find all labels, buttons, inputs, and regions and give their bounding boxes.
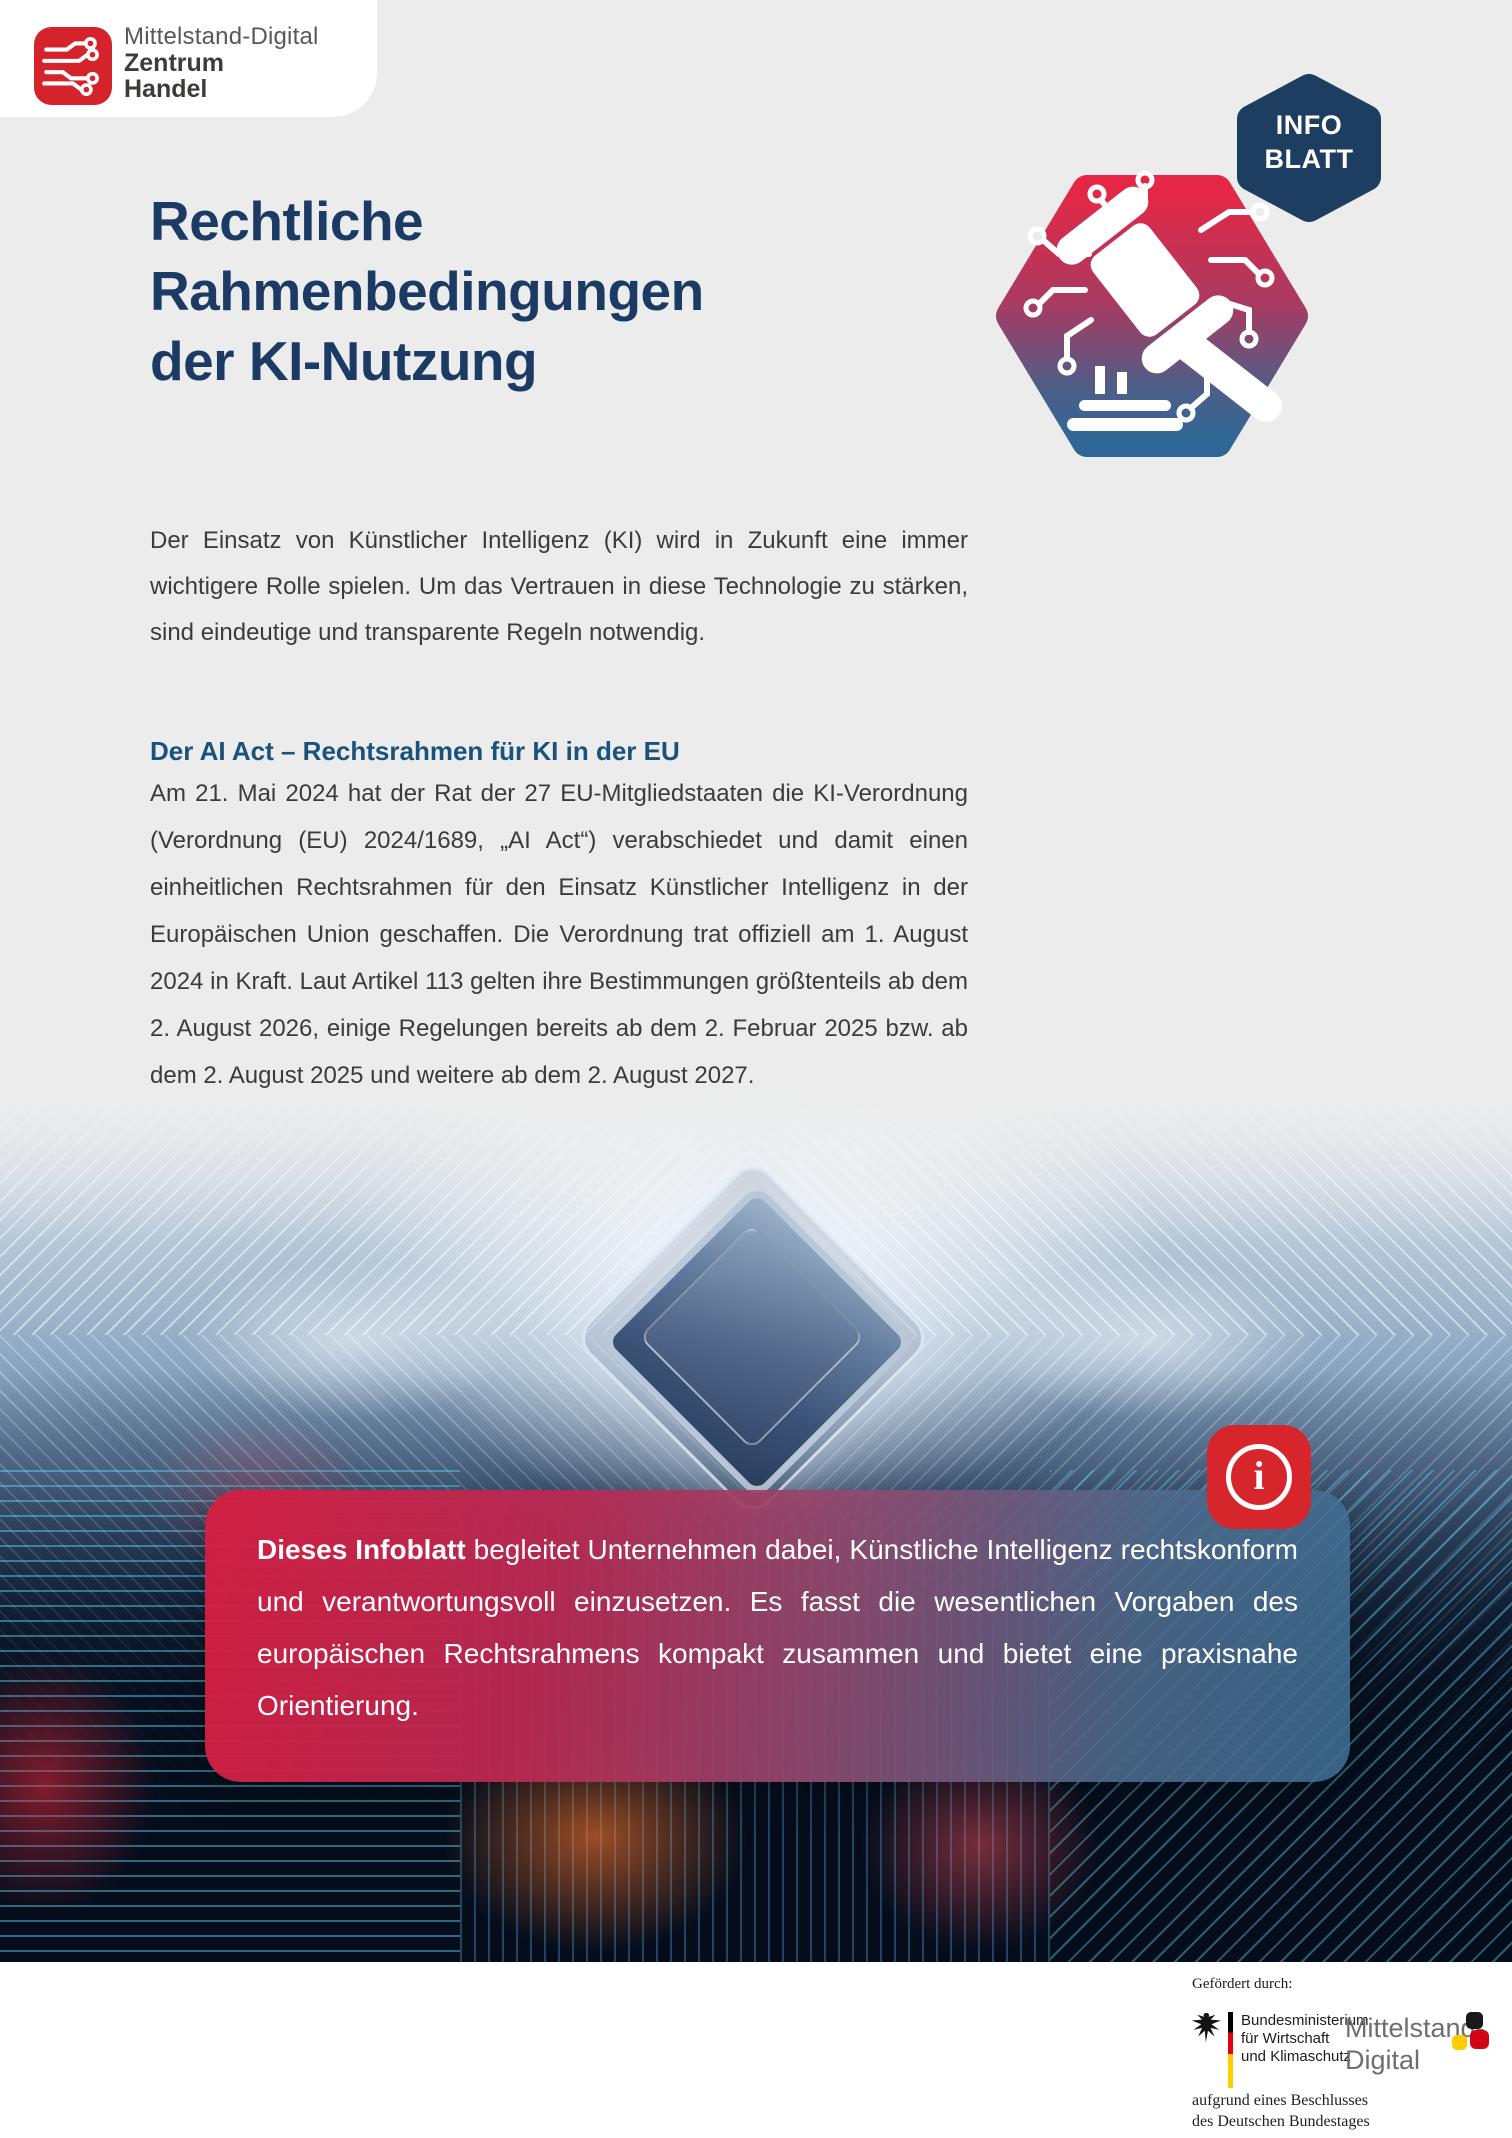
md-square-black [1466,2012,1483,2029]
md-square-red [1470,2030,1489,2049]
infoblatt-badge: INFO BLATT [1233,72,1385,224]
info-icon-ring: i [1226,1444,1292,1510]
title-line2: Rahmenbedingungen [150,260,704,322]
bundestag-note: aufgrund eines Beschlusses des Deutschen… [1192,2092,1370,2130]
brand-line3: Handel [124,75,208,103]
brand-logo: Mittelstand-Digital Zentrum Handel [0,0,377,117]
ministry-wordmark: Bundesministerium für Wirtschaft und Kli… [1241,2012,1369,2065]
brand-line1: Mittelstand-Digital [124,23,319,50]
footer: Gefördert durch: Bundesministerium für W… [0,1962,1512,2138]
flag-bar [1228,2012,1233,2088]
intro-paragraph: Der Einsatz von Künstlicher Intelligenz … [150,527,968,646]
info-icon: i [1207,1425,1311,1529]
brand-circuit-icon [34,27,112,105]
section-heading: Der AI Act – Rechtsrahmen für KI in der … [150,736,680,766]
infobox-text: Dieses Infoblatt begleitet Unternehmen d… [257,1534,1299,1721]
title-line3: der KI-Nutzung [150,330,538,392]
page-title: Rechtliche Rahmenbedingungen der KI-Nutz… [150,186,704,396]
badge-line2: BLATT [1264,144,1354,174]
gavel-circuit-icon [993,168,1311,464]
badge-line1: INFO [1275,110,1343,140]
funded-by-label: Gefördert durch: [1192,1976,1293,1992]
title-line1: Rechtliche [150,190,424,252]
infobox-lead: Dieses Infoblatt [257,1534,466,1565]
section-body: Am 21. Mai 2024 hat der Rat der 27 EU-Mi… [150,780,968,1089]
brand-line2: Zentrum [124,49,224,77]
infobox-card: Dieses Infoblatt begleitet Unternehmen d… [205,1490,1350,1782]
info-icon-glyph: i [1253,1452,1265,1498]
md-square-yellow [1452,2035,1467,2050]
federal-eagle-icon [1191,2013,1221,2043]
circuit-board-image: Dieses Infoblatt begleitet Unternehmen d… [0,1090,1512,1962]
badge-hexagon [1237,74,1381,222]
